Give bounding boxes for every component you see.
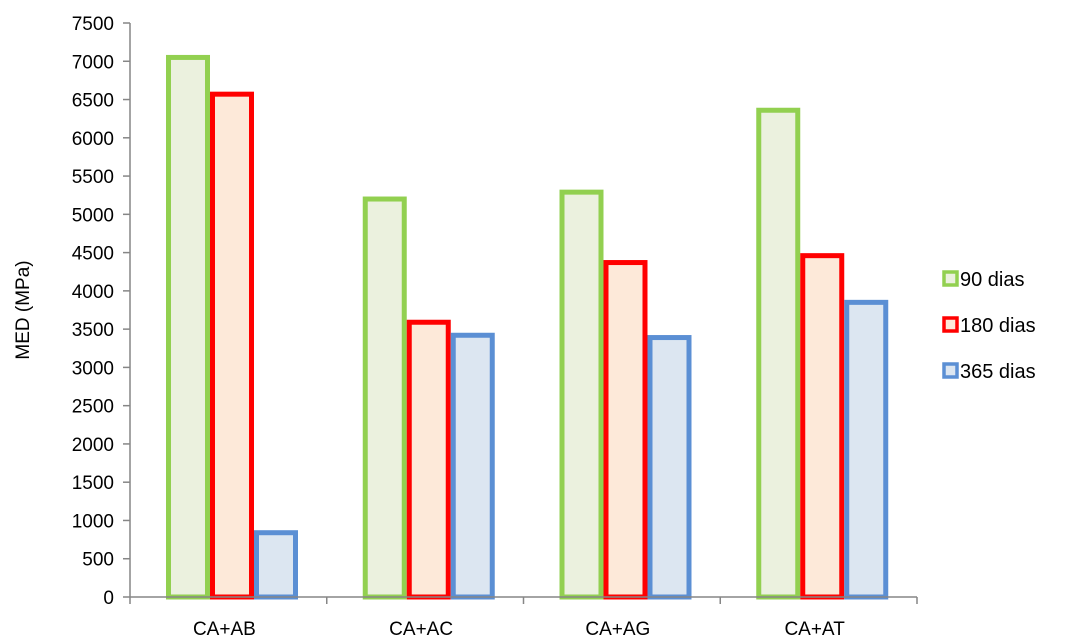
y-tick-label: 7000 (72, 52, 114, 73)
y-tick-label: 4000 (72, 282, 114, 303)
legend-swatch (942, 362, 959, 379)
y-tick-label: 3500 (72, 320, 114, 341)
x-category-label: CA+AT (784, 619, 845, 640)
bar-180-dias-CA+AT (800, 253, 845, 600)
bars (166, 54, 889, 600)
y-axis-title: MED (MPa) (13, 260, 34, 359)
bar-365-dias-CA+AT (844, 299, 889, 600)
legend-swatch (942, 316, 959, 333)
y-tick-label: 5500 (72, 167, 114, 188)
y-tick-label: 2000 (72, 435, 114, 456)
bar-90-dias-CA+AT (756, 107, 801, 600)
bar-365-dias-CA+AC (450, 332, 495, 600)
legend-swatch (942, 270, 959, 287)
y-tick-label: 4500 (72, 244, 114, 265)
y-tick-label: 2500 (72, 397, 114, 418)
bar-180-dias-CA+AB (210, 91, 254, 600)
bar-365-dias-CA+AG (647, 335, 692, 600)
x-category-label: CA+AG (585, 619, 650, 640)
bar-180-dias-CA+AC (406, 319, 451, 600)
y-tick-label: 5000 (72, 205, 114, 226)
y-tick-label: 6500 (72, 91, 114, 112)
y-tick-label: 0 (103, 588, 114, 609)
bar-365-dias-CA+AB (254, 530, 298, 600)
x-axis-labels: CA+AB CA+AC CA+AG CA+AT (129, 597, 918, 640)
legend-label: 180 dias (960, 315, 1036, 337)
y-tick-label: 500 (82, 550, 114, 571)
y-tick-label: 7500 (72, 14, 114, 35)
legend-label: 90 dias (960, 269, 1025, 291)
x-category-label: CA+AB (193, 619, 256, 640)
bar-180-dias-CA+AG (603, 260, 648, 600)
bar-90-dias-CA+AC (362, 196, 407, 600)
y-tick-label: 1500 (72, 473, 114, 494)
y-tick-label: 1000 (72, 511, 114, 532)
y-tick-label: 3000 (72, 358, 114, 379)
legend-label: 365 dias (960, 361, 1036, 383)
bar-90-dias-CA+AB (166, 54, 210, 600)
legend: 90 dias 180 dias 365 dias (942, 269, 1036, 383)
y-tick-label: 6000 (72, 129, 114, 150)
x-category-label: CA+AC (389, 619, 453, 640)
y-axis-ticks: 0 500 1000 1500 2000 2500 3000 3500 4000 4500 5000… (72, 14, 130, 609)
bar-90-dias-CA+AG (559, 189, 604, 600)
